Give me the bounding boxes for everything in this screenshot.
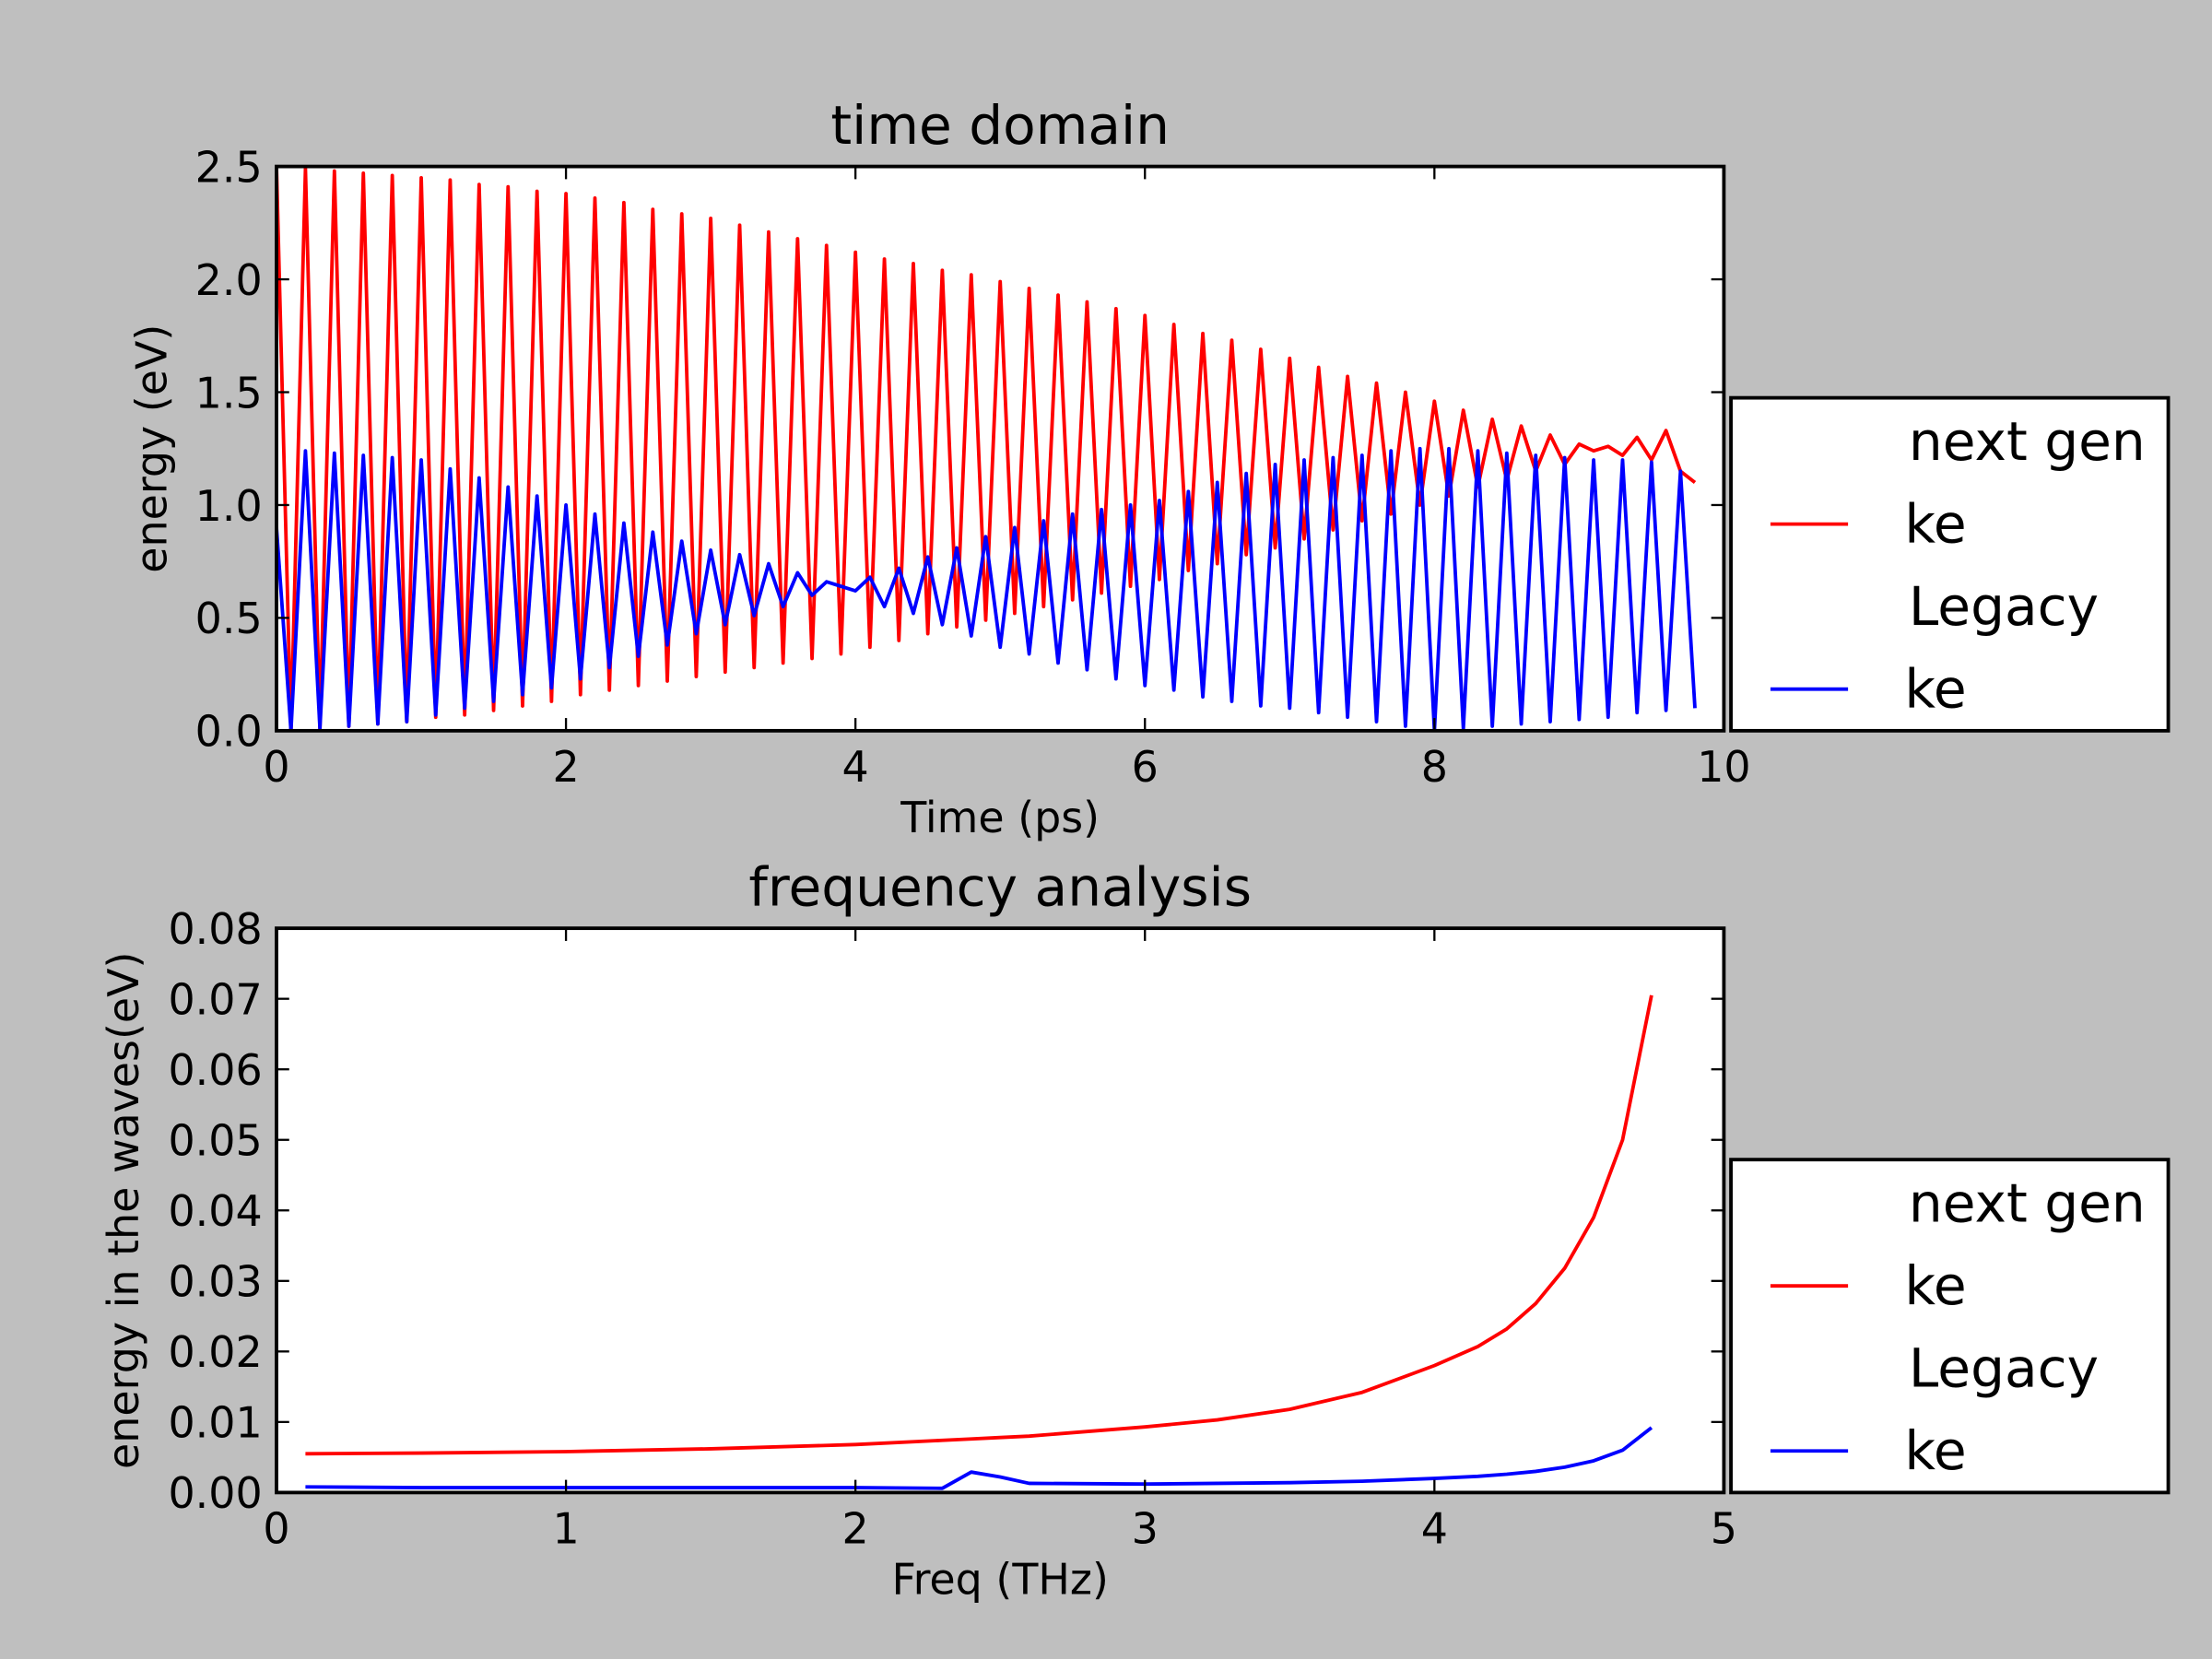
- y-tick-label: 2.5: [195, 142, 263, 192]
- legend-group: Legacy: [1909, 575, 2099, 638]
- x-tick-label: 4: [1421, 1503, 1448, 1553]
- y-tick-label: 0.04: [168, 1186, 262, 1236]
- y-tick-label: 0.5: [195, 594, 263, 643]
- y-tick-label: 0.01: [168, 1398, 262, 1448]
- legend-label: ke: [1904, 1254, 1966, 1317]
- legend-box: [1729, 395, 2171, 733]
- y-tick-label: 0.05: [168, 1116, 262, 1166]
- y-tick-label: 1.5: [195, 368, 263, 418]
- x-tick-label: 8: [1421, 742, 1448, 792]
- plot-lines: [276, 166, 1697, 731]
- series-line: [276, 446, 1697, 731]
- chart-title: frequency analysis: [748, 856, 1252, 919]
- x-axis-label: Time (ps): [900, 793, 1100, 842]
- x-tick-label: 0: [263, 742, 289, 792]
- plot-frame: [275, 164, 1726, 733]
- y-tick-label: 0.0: [195, 707, 263, 757]
- y-tick-label: 0.06: [168, 1045, 262, 1095]
- legend-label: ke: [1904, 1419, 1966, 1482]
- legend-box: [1729, 1158, 2171, 1495]
- y-tick-label: 0.08: [168, 904, 262, 954]
- series-line: [305, 994, 1653, 1456]
- legend-label: ke: [1904, 493, 1966, 556]
- y-tick-label: 2.0: [195, 255, 263, 305]
- x-tick-label: 2: [842, 1503, 869, 1553]
- x-tick-label: 10: [1697, 742, 1750, 792]
- y-tick-label: 0.03: [168, 1257, 262, 1307]
- y-tick-label: 0.00: [168, 1468, 262, 1518]
- x-tick-label: 3: [1132, 1503, 1159, 1553]
- plot-lines: [305, 994, 1653, 1490]
- legend-group: next gen: [1909, 1172, 2146, 1235]
- legend-label: ke: [1904, 658, 1966, 721]
- x-tick-label: 4: [842, 742, 869, 792]
- x-tick-label: 5: [1711, 1503, 1737, 1553]
- series-line: [305, 1426, 1653, 1490]
- plot-area: [276, 928, 1724, 1493]
- y-axis-label: energy (eV): [127, 324, 177, 573]
- series-line: [276, 166, 1697, 731]
- x-tick-label: 6: [1132, 742, 1159, 792]
- chart-title: time domain: [830, 94, 1170, 157]
- legend-group: Legacy: [1909, 1337, 2099, 1400]
- x-axis-label: Freq (THz): [892, 1555, 1109, 1605]
- y-axis-label: energy in the waves(eV): [99, 952, 148, 1469]
- x-tick-label: 2: [552, 742, 579, 792]
- legend-group: next gen: [1909, 410, 2146, 473]
- y-tick-label: 1.0: [195, 481, 263, 531]
- y-tick-label: 0.02: [168, 1327, 262, 1377]
- x-tick-label: 0: [263, 1503, 289, 1553]
- y-tick-label: 0.07: [168, 975, 262, 1025]
- x-tick-label: 1: [552, 1503, 579, 1553]
